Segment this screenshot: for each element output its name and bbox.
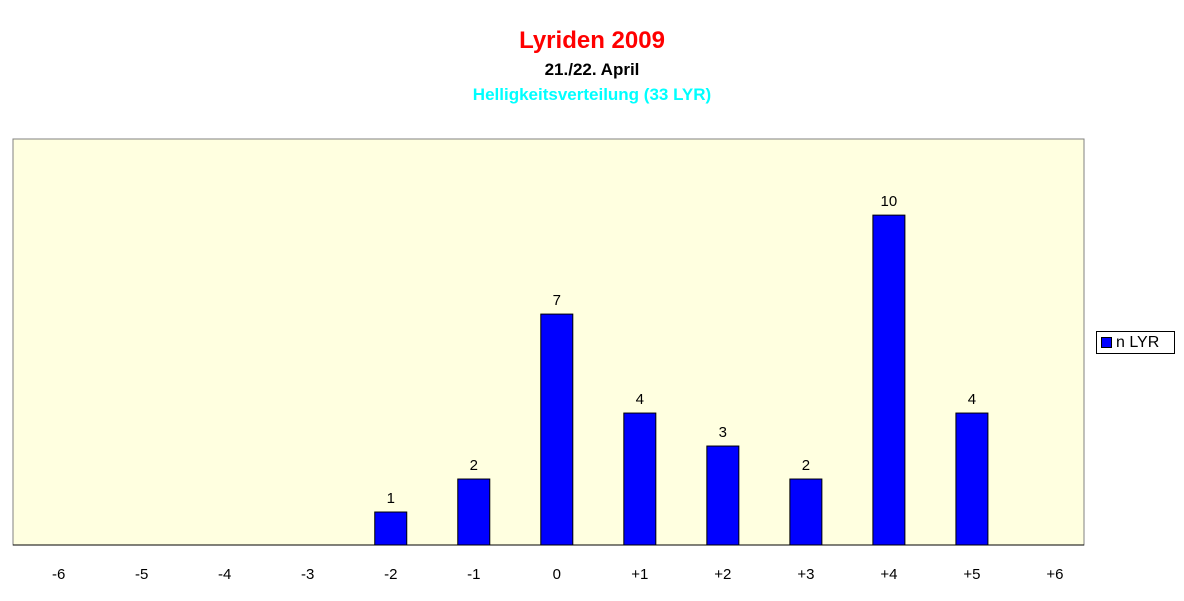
chart-title: Lyriden 2009: [519, 27, 665, 54]
x-tick-label: +1: [631, 566, 648, 583]
legend: n LYR: [1096, 331, 1175, 354]
x-tick-label: -6: [52, 566, 65, 583]
x-tick-label: -2: [384, 566, 397, 583]
data-labels-layer: 1 2 7 4 3 2 10 4: [387, 193, 977, 507]
chart-subtitle: 21./22. April: [544, 60, 640, 79]
data-label: 10: [881, 193, 898, 210]
bar: [540, 313, 574, 546]
x-tick-label: +3: [797, 566, 814, 583]
chart-subtitle-2: Helligkeitsverteilung (33 LYR): [472, 85, 712, 104]
x-tick-labels-layer: -6 -5 -4 -3 -2 -1 0 +1 +2 +3 +4 +5 +6: [52, 566, 1064, 583]
x-tick-label: +4: [880, 566, 897, 583]
bar: [789, 478, 823, 546]
bar: [872, 214, 906, 546]
data-label: 2: [470, 457, 478, 474]
bar: [623, 412, 657, 546]
data-label: 1: [387, 490, 395, 507]
legend-label: n LYR: [1116, 333, 1160, 351]
x-tick-label: 0: [553, 566, 561, 583]
x-tick-label: -3: [301, 566, 314, 583]
data-label: 4: [636, 391, 644, 408]
bar: [706, 445, 740, 546]
x-tick-label: -4: [218, 566, 231, 583]
x-tick-label: -1: [467, 566, 480, 583]
x-tick-label: +2: [714, 566, 731, 583]
legend-swatch: [1101, 337, 1112, 348]
x-tick-label: -5: [135, 566, 148, 583]
data-label: 2: [802, 457, 810, 474]
x-tick-label: +6: [1046, 566, 1063, 583]
bar: [457, 478, 491, 546]
data-label: 3: [719, 424, 727, 441]
bar: [374, 511, 408, 546]
data-label: 7: [553, 292, 561, 309]
data-label: 4: [968, 391, 976, 408]
bar: [955, 412, 989, 546]
x-tick-label: +5: [963, 566, 980, 583]
bars-layer: [374, 214, 989, 546]
